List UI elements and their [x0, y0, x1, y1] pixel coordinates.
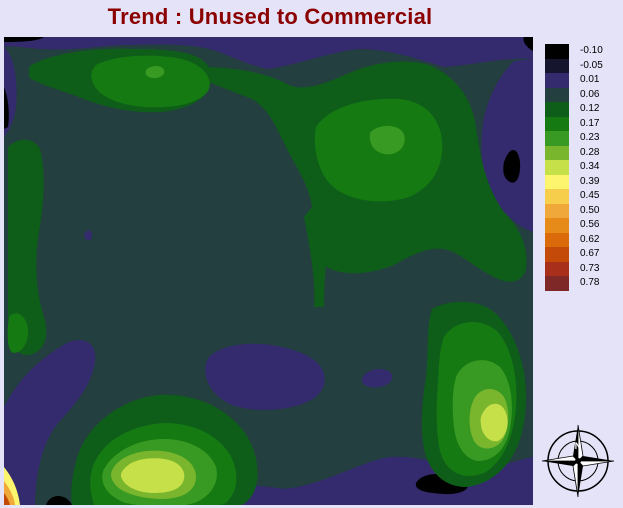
contour-low-center-blob	[205, 343, 325, 410]
contour-hot-corner-3	[4, 493, 10, 505]
legend-label: 0.56	[580, 219, 600, 230]
legend-label: 0.73	[580, 262, 600, 274]
contour-low-speck	[84, 230, 92, 241]
contour-left-inner	[7, 313, 29, 353]
legend-swatch	[545, 145, 569, 160]
legend-item: 0.34	[545, 160, 615, 175]
legend-swatch	[545, 218, 569, 233]
contour-min-top-left	[4, 37, 44, 42]
legend-label: 0.50	[580, 204, 600, 216]
legend-swatch	[545, 58, 569, 73]
legend-label: 0.28	[580, 146, 600, 158]
contour-right-peak-core	[480, 403, 508, 442]
legend-swatch	[545, 102, 569, 117]
contour-top-left-peak	[145, 66, 165, 79]
legend-label: 0.12	[580, 103, 600, 114]
contour-left-column	[8, 139, 47, 356]
legend-item: 0.23	[545, 131, 615, 146]
legend-swatch	[545, 189, 569, 204]
legend-swatch	[545, 87, 569, 102]
contour-low-top-band	[4, 37, 533, 69]
legend-label: 0.06	[580, 88, 600, 100]
legend-label: 0.45	[580, 190, 600, 201]
north-arrow: N	[540, 423, 616, 499]
north-label: N	[575, 441, 582, 451]
legend-swatch	[545, 73, 569, 88]
legend-label: 0.01	[580, 74, 600, 85]
legend-item: 0.78	[545, 276, 615, 291]
contour-min-right-mid	[503, 149, 521, 183]
contour-low-right-strip	[481, 59, 533, 232]
contour-min-bottom-left	[46, 496, 72, 505]
legend-item: 0.62	[545, 232, 615, 247]
legend-item: 0.01	[545, 73, 615, 88]
legend-label: 0.67	[580, 248, 600, 259]
contour-low-small-blob	[362, 369, 393, 388]
legend-item: -0.10	[545, 44, 615, 59]
legend-label: -0.10	[580, 45, 603, 56]
legend: -0.10 -0.05 0.01 0.06 0.12 0.17 0.23 0.2…	[545, 44, 615, 291]
legend-item: 0.39	[545, 174, 615, 189]
contour-top-right-peak	[369, 125, 405, 155]
legend-item: -0.05	[545, 58, 615, 73]
legend-swatch	[545, 160, 569, 175]
legend-item: 0.45	[545, 189, 615, 204]
legend-item: 0.50	[545, 203, 615, 218]
legend-item: 0.12	[545, 102, 615, 117]
contour-min-right-top	[523, 37, 533, 51]
legend-swatch	[545, 232, 569, 247]
contour-low-left-bottom	[4, 339, 96, 505]
contour-map	[4, 37, 533, 505]
legend-swatch	[545, 261, 569, 276]
legend-swatch	[545, 174, 569, 189]
legend-label: 0.39	[580, 175, 600, 187]
contour-top-left-inner	[91, 55, 210, 108]
legend-item: 0.06	[545, 87, 615, 102]
legend-swatch	[545, 116, 569, 131]
legend-item: 0.56	[545, 218, 615, 233]
legend-swatch	[545, 44, 569, 59]
map-title: Trend : Unused to Commercial	[107, 4, 433, 29]
legend-swatch	[545, 131, 569, 146]
legend-label: 0.78	[580, 277, 600, 288]
compass-rose-icon: N	[541, 424, 615, 498]
legend-item: 0.17	[545, 116, 615, 131]
legend-item: 0.73	[545, 261, 615, 276]
legend-label: 0.17	[580, 117, 600, 129]
legend-label: 0.62	[580, 233, 600, 245]
legend-label: -0.05	[580, 59, 603, 71]
legend-swatch	[545, 203, 569, 218]
legend-label: 0.23	[580, 132, 600, 143]
legend-label: 0.34	[580, 161, 600, 172]
contour-center-line	[304, 207, 326, 307]
legend-swatch	[545, 247, 569, 262]
legend-item: 0.67	[545, 247, 615, 262]
legend-item: 0.28	[545, 145, 615, 160]
contour-bottom-left-peak-core	[120, 458, 185, 493]
legend-swatch	[545, 276, 569, 291]
contour-min-left-mid	[4, 87, 9, 129]
contour-map-canvas	[4, 37, 533, 505]
